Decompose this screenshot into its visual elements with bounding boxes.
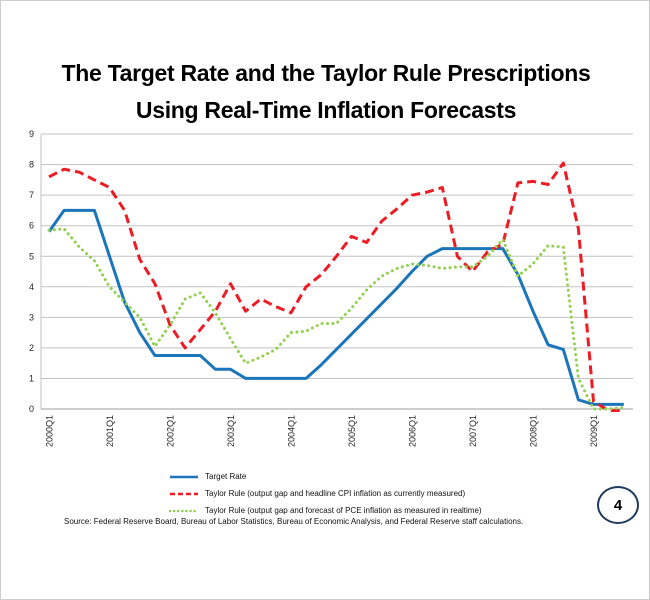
y-tick-label-0: 0 xyxy=(29,404,34,414)
taylor-pce-dotted-line-sample-icon xyxy=(169,509,199,512)
title-line-1: The Target Rate and the Taylor Rule Pres… xyxy=(61,60,591,86)
series-line-target-rate xyxy=(47,208,624,406)
x-tick-label-2009Q1: 2009Q1 xyxy=(589,415,599,447)
source-note: Source: Federal Reserve Board, Bureau of… xyxy=(64,517,524,526)
x-tick-label-2007Q1: 2007Q1 xyxy=(468,415,478,447)
y-tick-label-9: 9 xyxy=(29,129,34,139)
y-tick-label-6: 6 xyxy=(29,221,34,231)
x-tick-label-2004Q1: 2004Q1 xyxy=(287,415,297,447)
page-number: 4 xyxy=(613,496,623,514)
y-tick-label-7: 7 xyxy=(29,190,34,200)
y-tick-label-2: 2 xyxy=(29,343,34,353)
x-tick-label-2003Q1: 2003Q1 xyxy=(226,415,236,447)
x-tick-label-2001Q1: 2001Q1 xyxy=(105,415,115,447)
legend-item-taylor-pce: Taylor Rule (output gap and forecast of … xyxy=(169,502,482,519)
y-tick-label-3: 3 xyxy=(29,312,34,322)
x-tick-label-2002Q1: 2002Q1 xyxy=(166,415,176,447)
legend-label-taylor-cpi: Taylor Rule (output gap and headline CPI… xyxy=(205,489,466,498)
x-tick-label-2005Q1: 2005Q1 xyxy=(347,415,357,447)
x-tick-label-2008Q1: 2008Q1 xyxy=(529,415,539,447)
title-line-2: Using Real-Time Inflation Forecasts xyxy=(135,97,517,123)
legend-label-target-rate: Target Rate xyxy=(205,472,247,481)
target-rate-line-sample-icon xyxy=(170,475,198,478)
y-tick-label-4: 4 xyxy=(29,282,34,292)
y-tick-label-8: 8 xyxy=(29,160,34,170)
series-line-taylor-cpi xyxy=(48,161,624,412)
legend-item-taylor-cpi: Taylor Rule (output gap and headline CPI… xyxy=(169,485,482,502)
taylor-cpi-dashed-line-sample-icon xyxy=(170,492,198,495)
y-tick-label-1: 1 xyxy=(29,373,34,383)
slide-title: The Target Rate and the Taylor Rule Pres… xyxy=(1,55,649,129)
x-tick-label-2006Q1: 2006Q1 xyxy=(408,415,418,447)
legend-label-taylor-pce: Taylor Rule (output gap and forecast of … xyxy=(205,506,482,515)
x-tick-label-2000Q1: 2000Q1 xyxy=(45,415,55,447)
page-number-badge: 4 xyxy=(597,486,639,524)
legend-item-target-rate: Target Rate xyxy=(169,468,482,485)
y-tick-label-5: 5 xyxy=(29,251,34,261)
chart-legend: Target Rate Taylor Rule (output gap and … xyxy=(169,468,482,519)
